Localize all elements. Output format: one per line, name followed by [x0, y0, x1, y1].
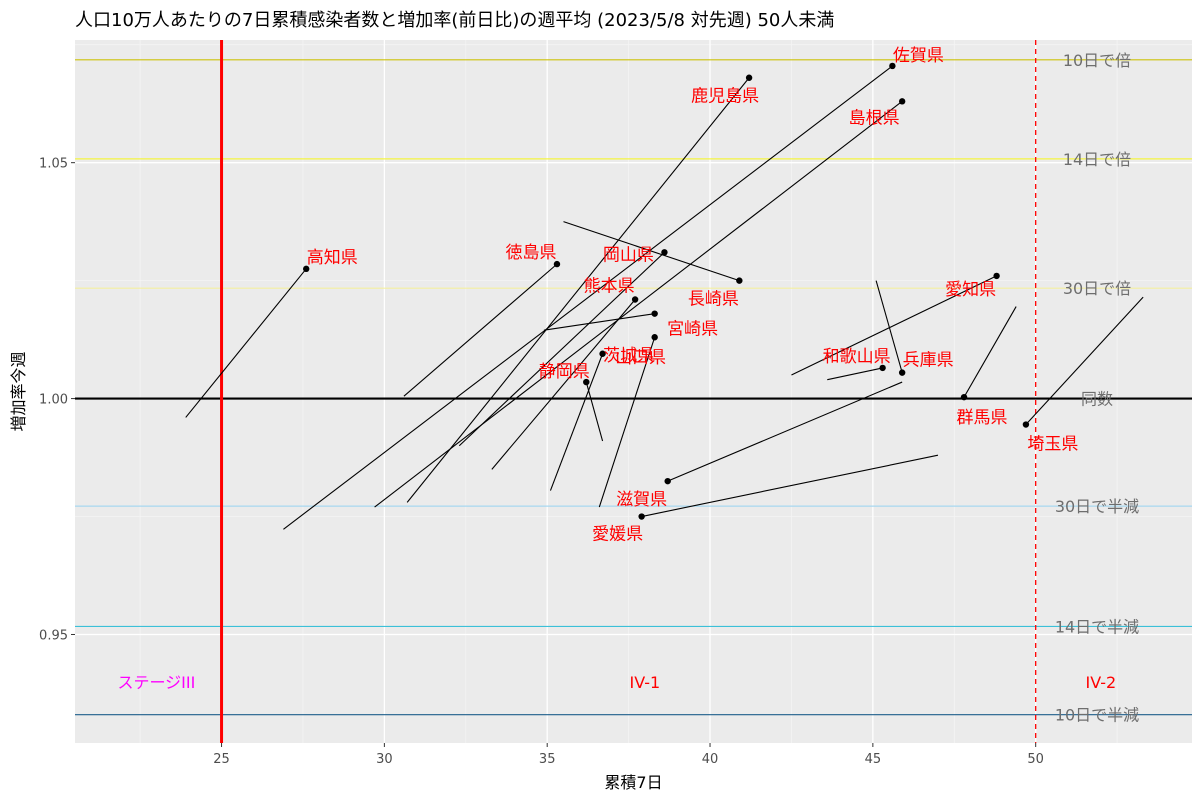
zone-label: ステージIII — [117, 673, 195, 692]
y-tick-label: 1.00 — [39, 393, 68, 408]
data-point — [879, 364, 886, 372]
data-point — [661, 249, 668, 256]
data-point — [736, 277, 743, 284]
x-axis-title: 累積7日 — [604, 773, 662, 792]
data-point — [1022, 421, 1030, 428]
trajectory-segment — [585, 381, 604, 442]
point-label: 徳島県 — [505, 243, 556, 263]
point-label: 滋賀県 — [616, 490, 667, 510]
data-point — [960, 393, 968, 401]
trajectory-segment — [563, 221, 740, 282]
data-point — [993, 272, 1000, 280]
data-point — [638, 513, 645, 520]
point-label: 茨城県 — [603, 346, 654, 366]
trajectory-segment — [283, 65, 893, 530]
data-point — [631, 296, 639, 303]
reference-line-label: 14日で半減 — [1055, 617, 1139, 636]
point-label: 熊本県 — [584, 276, 635, 296]
trajectory-segment — [374, 100, 903, 508]
trajectory-segment — [667, 381, 903, 482]
data-point — [898, 369, 906, 376]
x-tick-label: 45 — [865, 752, 882, 767]
data-point — [599, 350, 606, 357]
trajectory-segment — [491, 299, 636, 470]
data-point — [651, 334, 658, 341]
data-point — [303, 265, 310, 273]
trajectory-segment — [185, 268, 307, 418]
reference-line-label: 10日で半減 — [1055, 706, 1139, 725]
zone-label: IV-2 — [1085, 673, 1116, 692]
reference-line-label: 30日で半減 — [1055, 497, 1139, 516]
data-point — [898, 98, 906, 105]
point-label: 佐賀県 — [893, 46, 944, 66]
point-label: 島根県 — [849, 108, 900, 128]
x-tick-label: 35 — [539, 752, 556, 767]
x-tick-label: 50 — [1027, 752, 1044, 767]
point-label: 兵庫県 — [903, 351, 954, 371]
plot-panel — [75, 40, 1192, 743]
x-tick-label: 25 — [213, 752, 230, 767]
point-label: 静岡県 — [539, 362, 590, 382]
point-label: 鹿児島県 — [691, 87, 759, 107]
zone-label: IV-1 — [630, 673, 661, 692]
trajectory-segment — [641, 454, 939, 518]
point-label: 群馬県 — [957, 408, 1008, 428]
trajectory-segment — [598, 337, 656, 508]
trajectory-segment — [549, 353, 604, 491]
trajectory-segment — [875, 280, 903, 373]
data-point — [583, 378, 590, 386]
reference-line-label: 14日で倍 — [1063, 150, 1131, 169]
data-point — [651, 310, 658, 317]
point-label: 高知県 — [307, 248, 358, 268]
y-axis-title: 増加率今週 — [9, 351, 28, 431]
chart-title: 人口10万人あたりの7日累積感染者数と増加率(前日比)の週平均 (2023/5/… — [75, 10, 834, 31]
reference-line-label: 10日で倍 — [1063, 51, 1131, 70]
point-label: 愛媛県 — [592, 525, 643, 545]
point-label: 宮崎県 — [667, 320, 718, 340]
trajectory-segment — [963, 306, 1017, 398]
reference-line-label: 30日で倍 — [1063, 279, 1131, 298]
y-tick-label: 0.95 — [39, 628, 68, 643]
data-point — [664, 477, 671, 485]
trajectory-segment — [1025, 296, 1144, 425]
trajectory-segment — [791, 275, 997, 376]
y-tick-label: 1.05 — [39, 157, 68, 172]
trajectory-segment — [458, 251, 665, 447]
point-label: 愛知県 — [945, 280, 996, 300]
point-label: 長崎県 — [688, 290, 739, 310]
reference-line-label: 同数 — [1081, 390, 1113, 409]
point-label: 山口県 — [615, 348, 666, 368]
x-tick-label: 40 — [702, 752, 719, 767]
data-point — [553, 260, 561, 268]
point-label: 岡山県 — [603, 245, 654, 265]
trajectory-segment — [406, 77, 750, 503]
data-point — [745, 74, 753, 81]
trajectory-segment — [403, 263, 558, 397]
trajectory-segment — [827, 367, 883, 381]
trajectory-segment — [543, 313, 655, 331]
point-label: 埼玉県 — [1027, 435, 1078, 455]
x-tick-label: 30 — [376, 752, 393, 767]
data-point — [889, 62, 896, 70]
point-label: 和歌山県 — [823, 347, 891, 367]
